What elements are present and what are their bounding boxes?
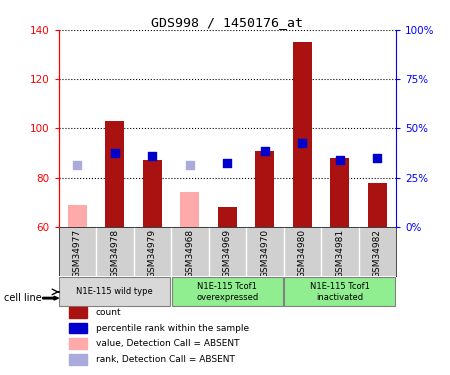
Point [374,155,381,161]
Bar [68,354,87,364]
Text: GSM34978: GSM34978 [110,230,119,279]
Text: GSM34981: GSM34981 [335,230,344,279]
Bar [68,322,87,333]
Bar [68,205,86,227]
Bar [330,158,349,227]
Text: N1E-115 Tcof1
overexpressed: N1E-115 Tcof1 overexpressed [196,282,258,302]
Bar [105,121,124,227]
Text: N1E-115 wild type: N1E-115 wild type [76,287,153,296]
Point [74,162,81,168]
Text: GSM34982: GSM34982 [373,230,382,278]
Point [336,158,343,164]
Text: value, Detection Call = ABSENT: value, Detection Call = ABSENT [95,339,239,348]
Text: percentile rank within the sample: percentile rank within the sample [95,324,249,333]
Text: GSM34979: GSM34979 [148,230,157,279]
Bar [180,192,199,227]
Text: N1E-115 Tcof1
inactivated: N1E-115 Tcof1 inactivated [310,282,370,302]
Text: GSM34969: GSM34969 [223,230,232,279]
Point [186,162,194,168]
Bar [68,307,87,318]
Text: GSM34980: GSM34980 [298,230,307,279]
Title: GDS998 / 1450176_at: GDS998 / 1450176_at [151,16,303,29]
Text: GSM34970: GSM34970 [260,230,269,279]
Point [148,153,156,159]
Bar [256,151,274,227]
Bar [143,160,162,227]
Point [224,160,231,166]
Point [299,140,306,146]
Text: GSM34968: GSM34968 [185,230,194,279]
Text: rank, Detection Call = ABSENT: rank, Detection Call = ABSENT [95,355,234,364]
Text: cell line: cell line [4,293,42,303]
Text: GSM34977: GSM34977 [73,230,82,279]
Point [111,150,118,156]
Bar [218,207,237,227]
FancyBboxPatch shape [284,278,395,306]
Bar [293,42,311,227]
Bar [68,338,87,349]
FancyBboxPatch shape [59,278,170,306]
Point [261,148,268,154]
Text: count: count [95,308,121,317]
Bar [368,183,387,227]
FancyBboxPatch shape [172,278,283,306]
